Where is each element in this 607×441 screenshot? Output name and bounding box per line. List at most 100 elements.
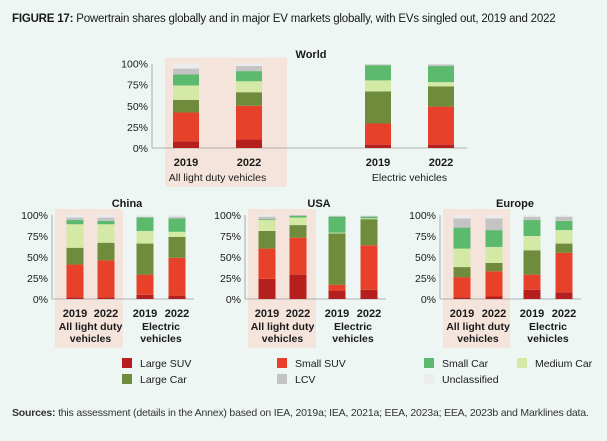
world-ytick-label: 100% <box>121 59 148 71</box>
china-bar-small-car <box>97 220 115 225</box>
world-group-label: Electric vehicles <box>372 172 447 184</box>
usa-bar-small-car <box>328 216 346 233</box>
usa-bar-small-car <box>289 215 307 218</box>
usa-bar-large-car <box>289 225 307 238</box>
world-bar-medium-car <box>173 85 199 100</box>
europe-year-label: 2019 <box>520 308 544 320</box>
europe-bar-lcv <box>523 216 541 221</box>
europe-ytick-label: 0% <box>421 294 436 306</box>
china-ytick-label: 0% <box>33 294 48 306</box>
legend-swatch-small-car <box>424 358 434 368</box>
world-bar-lcv <box>173 68 199 75</box>
china-bar-large-car <box>97 242 115 261</box>
world-ytick-label: 0% <box>133 143 148 155</box>
europe-bar-small-car <box>555 220 573 231</box>
usa-bar-lcv <box>289 215 307 216</box>
europe-bar-lcv <box>555 216 573 221</box>
world-ytick-label: 75% <box>127 80 148 92</box>
usa-bar-large-suv <box>360 289 378 299</box>
legend-swatch-large-car <box>122 374 132 384</box>
legend-label-small-suv: Small SUV <box>295 358 346 370</box>
usa-year-label: 2022 <box>286 308 310 320</box>
world-bar-lcv <box>365 64 391 66</box>
china-ytick-label: 75% <box>27 231 48 243</box>
china-bar-medium-car <box>97 224 115 243</box>
china-bar-medium-car <box>66 224 84 248</box>
world-bar-large-car <box>173 99 199 113</box>
usa-group-label: All light duty vehicles <box>251 321 315 345</box>
usa-bar-medium-car <box>360 218 378 220</box>
china-chart-title: China <box>112 198 143 210</box>
china-bar-large-suv <box>66 297 84 299</box>
world-ytick-label: 25% <box>127 122 148 134</box>
world-bar-unclassified <box>173 63 199 69</box>
china-bar-unclassified <box>168 215 186 217</box>
china-bar-small-suv <box>97 260 115 298</box>
china-ytick-label: 25% <box>27 273 48 285</box>
china-year-label: 2022 <box>94 308 118 320</box>
europe-bar-small-car <box>523 220 541 236</box>
world-bar-small-car <box>428 66 454 83</box>
usa-bar-large-suv <box>289 274 307 299</box>
world-year-label: 2022 <box>429 157 453 169</box>
world-bar-small-suv <box>236 105 262 140</box>
usa-year-label: 2019 <box>255 308 279 320</box>
europe-ytick-label: 25% <box>415 273 436 285</box>
usa-bar-small-suv <box>258 248 276 279</box>
world-bar-small-car <box>365 65 391 81</box>
europe-bar-large-car <box>453 267 471 278</box>
sources-note: Sources: this assessment (details in the… <box>12 407 589 419</box>
usa-ytick-label: 0% <box>226 294 241 306</box>
china-group-label: All light duty vehicles <box>59 321 123 345</box>
world-bar-lcv <box>236 66 262 72</box>
usa-year-label: 2019 <box>325 308 349 320</box>
china-bar-small-car <box>136 217 154 231</box>
usa-bar-small-suv <box>328 284 346 291</box>
legend-swatch-medium-car <box>517 358 527 368</box>
world-bar-unclassified <box>428 63 454 65</box>
world-bar-large-car <box>428 86 454 107</box>
usa-bar-large-car <box>258 230 276 249</box>
world-year-label: 2022 <box>237 157 261 169</box>
china-bar-medium-car <box>168 231 186 237</box>
usa-bar-medium-car <box>258 220 276 231</box>
europe-bar-unclassified <box>555 215 573 217</box>
usa-bar-large-car <box>328 233 346 285</box>
world-bar-small-suv <box>365 123 391 145</box>
europe-bar-large-car <box>555 243 573 253</box>
china-group-label: Electric vehicles <box>140 321 182 345</box>
legend-label-medium-car: Medium Car <box>535 358 593 370</box>
world-bar-small-suv <box>173 112 199 142</box>
europe-bar-unclassified <box>453 215 471 219</box>
europe-bar-large-car <box>485 262 503 272</box>
europe-bar-small-car <box>453 227 471 249</box>
china-ytick-label: 50% <box>27 252 48 264</box>
europe-bar-lcv <box>485 218 503 231</box>
china-bar-small-suv <box>168 257 186 296</box>
usa-bar-unclassified <box>258 215 276 217</box>
world-bar-large-suv <box>236 139 262 148</box>
usa-bar-small-car <box>258 219 276 221</box>
usa-bar-unclassified <box>360 215 378 216</box>
europe-group-label: Electric vehicles <box>527 321 569 345</box>
europe-ytick-label: 75% <box>415 231 436 243</box>
china-bar-unclassified <box>136 215 154 217</box>
china-year-label: 2019 <box>63 308 87 320</box>
europe-bar-large-suv <box>523 289 541 299</box>
china-bar-lcv <box>97 217 115 221</box>
legend-label-small-car: Small Car <box>442 358 489 370</box>
europe-bar-large-suv <box>453 297 471 299</box>
china-ytick-label: 100% <box>21 210 48 222</box>
usa-bar-small-car <box>360 216 378 219</box>
usa-bar-lcv <box>258 216 276 220</box>
figure-label: FIGURE 17: <box>12 13 74 25</box>
legend-label-unclassified: Unclassified <box>442 374 499 386</box>
usa-year-label: 2022 <box>357 308 381 320</box>
sources-label: Sources: <box>12 407 56 419</box>
europe-year-label: 2022 <box>482 308 506 320</box>
europe-ytick-label: 100% <box>409 210 436 222</box>
europe-bar-unclassified <box>523 215 541 217</box>
china-bar-large-car <box>136 243 154 275</box>
